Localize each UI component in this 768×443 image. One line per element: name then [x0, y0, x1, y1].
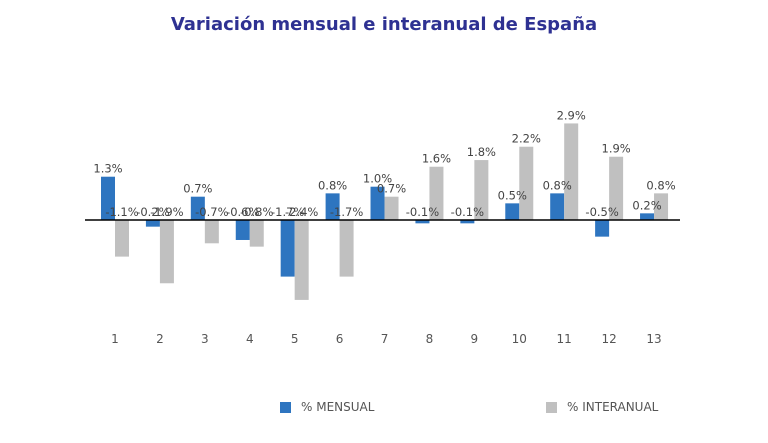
- x-tick-label-1: 1: [111, 332, 119, 346]
- data-label-interanual-3: -0.7%: [195, 205, 228, 219]
- x-tick-label-10: 10: [512, 332, 527, 346]
- data-label-interanual-4: -0.8%: [240, 205, 273, 219]
- bar-mensual-6: [325, 193, 340, 220]
- bar-mensual-1: [101, 176, 115, 220]
- data-label-mensual-6: 0.8%: [318, 178, 347, 192]
- data-label-mensual-4: -0.6%: [226, 205, 259, 219]
- bar-interanual-12: [609, 156, 624, 220]
- legend-label-interanual: % INTERANUAL: [567, 400, 659, 414]
- data-label-interanual-1: -1.1%: [105, 205, 138, 219]
- data-label-mensual-7: 1.0%: [363, 172, 392, 186]
- bar-mensual-10: [505, 203, 520, 220]
- bar-mensual-9: [460, 220, 475, 224]
- data-label-interanual-9: 1.8%: [467, 145, 496, 159]
- x-tick-label-9: 9: [471, 332, 479, 346]
- bar-interanual-5: [294, 220, 309, 300]
- data-label-mensual-8: -0.1%: [406, 205, 439, 219]
- bar-mensual-3: [190, 196, 205, 220]
- bar-interanual-9: [474, 160, 489, 220]
- data-label-interanual-12: 1.9%: [602, 142, 631, 156]
- bar-interanual-11: [564, 123, 579, 220]
- data-label-mensual-11: 0.8%: [543, 178, 572, 192]
- bar-interanual-7: [384, 196, 399, 220]
- bar-interanual-8: [429, 166, 444, 220]
- data-label-interanual-8: 1.6%: [422, 152, 451, 166]
- bar-interanual-4: [249, 220, 264, 247]
- legend-swatch-interanual: [546, 401, 557, 413]
- bar-mensual-5: [280, 220, 295, 277]
- data-label-mensual-9: -0.1%: [451, 205, 484, 219]
- legend-item-interanual: % INTERANUAL: [546, 400, 658, 414]
- bar-mensual-12: [595, 220, 610, 237]
- legend-swatch-mensual: [280, 401, 291, 413]
- x-tick-label-7: 7: [381, 332, 389, 346]
- data-label-mensual-12: -0.5%: [585, 205, 618, 219]
- data-label-mensual-5: -1.7%: [271, 205, 304, 219]
- bar-interanual-3: [204, 220, 219, 244]
- x-tick-label-6: 6: [336, 332, 344, 346]
- x-tick-label-4: 4: [246, 332, 254, 346]
- bar-mensual-7: [370, 186, 385, 220]
- x-tick-label-12: 12: [601, 332, 616, 346]
- data-label-interanual-11: 2.9%: [557, 108, 586, 122]
- data-label-interanual-5: -2.4%: [285, 205, 318, 219]
- bar-interanual-13: [654, 193, 669, 220]
- bar-interanual-1: [115, 220, 129, 257]
- legend-item-mensual: % MENSUAL: [280, 400, 374, 414]
- x-tick-label-8: 8: [426, 332, 434, 346]
- data-label-interanual-7: 0.7%: [377, 182, 406, 196]
- bar-mensual-2: [145, 220, 160, 227]
- data-label-interanual-6: -1.7%: [330, 205, 363, 219]
- x-tick-label-13: 13: [646, 332, 661, 346]
- bar-mensual-4: [235, 220, 250, 240]
- data-label-interanual-10: 2.2%: [512, 132, 541, 146]
- chart-title: Variación mensual e interanual de España: [170, 14, 598, 35]
- bar-interanual-2: [159, 220, 174, 284]
- bar-interanual-6: [339, 220, 354, 277]
- x-tick-label-3: 3: [201, 332, 209, 346]
- legend-label-mensual: % MENSUAL: [301, 400, 375, 414]
- x-tick-label-5: 5: [291, 332, 299, 346]
- data-label-mensual-13: 0.2%: [632, 198, 661, 212]
- data-label-mensual-10: 0.5%: [498, 188, 527, 202]
- x-tick-label-2: 2: [156, 332, 164, 346]
- data-label-interanual-2: -1.9%: [150, 205, 183, 219]
- bar-mensual-13: [640, 213, 655, 220]
- x-tick-label-11: 11: [557, 332, 572, 346]
- data-label-interanual-13: 0.8%: [646, 178, 675, 192]
- data-label-mensual-1: 1.3%: [93, 162, 122, 176]
- bar-interanual-10: [519, 146, 534, 220]
- data-label-mensual-2: -0.2%: [136, 205, 169, 219]
- data-label-mensual-3: 0.7%: [183, 182, 212, 196]
- bar-mensual-8: [415, 220, 430, 224]
- bar-mensual-11: [550, 193, 565, 220]
